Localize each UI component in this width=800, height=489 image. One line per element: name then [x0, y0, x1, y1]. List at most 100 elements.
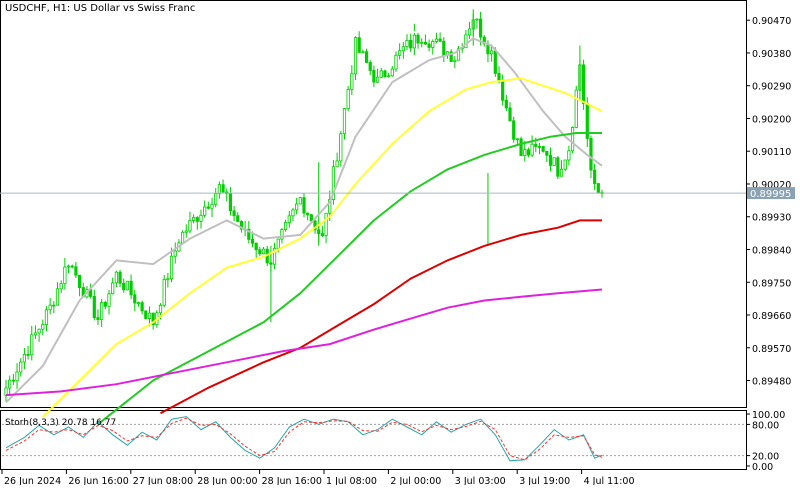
- candle-body: [346, 89, 350, 109]
- candle-body: [11, 379, 15, 382]
- candle-body: [133, 294, 137, 304]
- candle-body: [350, 73, 354, 90]
- candle-body: [188, 220, 192, 232]
- price-panel[interactable]: [0, 0, 747, 408]
- time-tick-label: 27 Jun 08:00: [133, 476, 193, 485]
- candle-body: [409, 39, 413, 49]
- candle-body: [328, 199, 332, 214]
- candle-body: [570, 126, 575, 152]
- price-tick-label: 0.90110: [752, 147, 791, 158]
- candle-body: [295, 203, 299, 211]
- candle-body: [66, 265, 71, 268]
- moving-averages-layer: [5, 37, 603, 425]
- candle-body: [434, 38, 439, 42]
- candle-body: [552, 157, 556, 166]
- candle-body: [387, 75, 391, 78]
- candle-body: [530, 143, 534, 156]
- candle-body: [420, 41, 424, 44]
- candle-body: [37, 328, 41, 334]
- time-tick-label: 28 Jun 00:00: [197, 476, 257, 485]
- candle-body: [63, 266, 67, 285]
- current-price-badge: [747, 187, 795, 200]
- candle-body: [4, 387, 8, 396]
- candle-body: [41, 324, 45, 330]
- candle-body: [508, 107, 512, 122]
- candle-body: [394, 54, 398, 70]
- candle-body: [379, 70, 383, 78]
- candle-body: [122, 282, 126, 291]
- candle-body: [412, 34, 416, 49]
- candle-body: [478, 18, 483, 38]
- candle-body: [276, 238, 280, 249]
- candle-body: [335, 160, 339, 168]
- stoch-tick-label: 20.00: [752, 452, 779, 463]
- candle-body: [519, 138, 523, 157]
- candle-body: [390, 68, 394, 77]
- candle-body: [44, 309, 49, 326]
- candle-body: [368, 62, 372, 71]
- candle-body: [306, 212, 310, 216]
- candle-body: [247, 228, 251, 240]
- candle-body: [151, 312, 155, 326]
- stoch-tick-label: 0.00: [752, 462, 773, 473]
- candle-body: [92, 295, 96, 318]
- candle-body: [114, 271, 118, 284]
- chart-title: USDCHF, H1: US Dollar vs Swiss Franc: [5, 3, 195, 14]
- candle-body: [287, 215, 291, 223]
- candle-body: [339, 133, 343, 162]
- candle-body: [280, 229, 284, 240]
- candle-body: [453, 59, 457, 62]
- candle-body: [490, 50, 494, 55]
- candle-body: [493, 50, 497, 74]
- candle-body: [100, 302, 104, 320]
- candle-body: [147, 312, 152, 319]
- candle-body: [537, 146, 542, 148]
- candle-body: [353, 37, 358, 75]
- candle-body: [284, 222, 288, 230]
- candle-body: [442, 40, 446, 56]
- price-axis: 0.90470 0.90380 0.90290 0.90200 0.90110 0.900…: [746, 16, 791, 388]
- time-tick-label: 26 Jun 16:00: [68, 476, 128, 485]
- candle-body: [501, 81, 505, 101]
- stoch-tick-label: 80.00: [752, 420, 779, 431]
- price-tick-label: 0.89750: [752, 278, 791, 289]
- candle-body: [589, 138, 593, 171]
- time-tick-label: 26 Jun 2024: [4, 476, 61, 485]
- candle-body: [217, 184, 221, 195]
- candle-body: [357, 37, 361, 53]
- stoch-tick-label: 100.00: [752, 410, 785, 421]
- candle-body: [548, 154, 553, 166]
- candle-body: [221, 184, 225, 193]
- candle-body: [405, 39, 409, 48]
- candle-body: [30, 334, 34, 356]
- candle-body: [158, 304, 163, 314]
- candle-body: [261, 248, 266, 255]
- candle-body: [70, 265, 74, 268]
- price-tick-label: 0.89480: [752, 377, 791, 388]
- candle-body: [195, 217, 199, 222]
- current-price-text: 0.89995: [750, 189, 791, 200]
- candle-body: [169, 255, 174, 280]
- price-tick-label: 0.90290: [752, 82, 791, 93]
- stochastic-signal-line: [5, 417, 603, 461]
- candle-body: [423, 41, 428, 45]
- price-tick-label: 0.90470: [752, 16, 791, 27]
- candle-body: [401, 46, 405, 52]
- candle-body: [372, 70, 376, 83]
- candle-body: [526, 149, 531, 156]
- price-tick-label: 0.90380: [752, 49, 791, 60]
- candle-body: [475, 18, 479, 21]
- candle-body: [136, 302, 141, 304]
- candle-body: [192, 217, 196, 221]
- candle-body: [596, 183, 600, 193]
- candle-body: [324, 212, 328, 236]
- time-tick-label: 2 Jul 00:00: [390, 476, 441, 485]
- candle-body: [515, 138, 519, 141]
- price-tick-label: 0.90200: [752, 114, 791, 125]
- candle-body: [559, 168, 564, 177]
- candle-body: [140, 302, 144, 312]
- candle-body: [111, 282, 115, 295]
- stochastic-panel[interactable]: [0, 410, 747, 470]
